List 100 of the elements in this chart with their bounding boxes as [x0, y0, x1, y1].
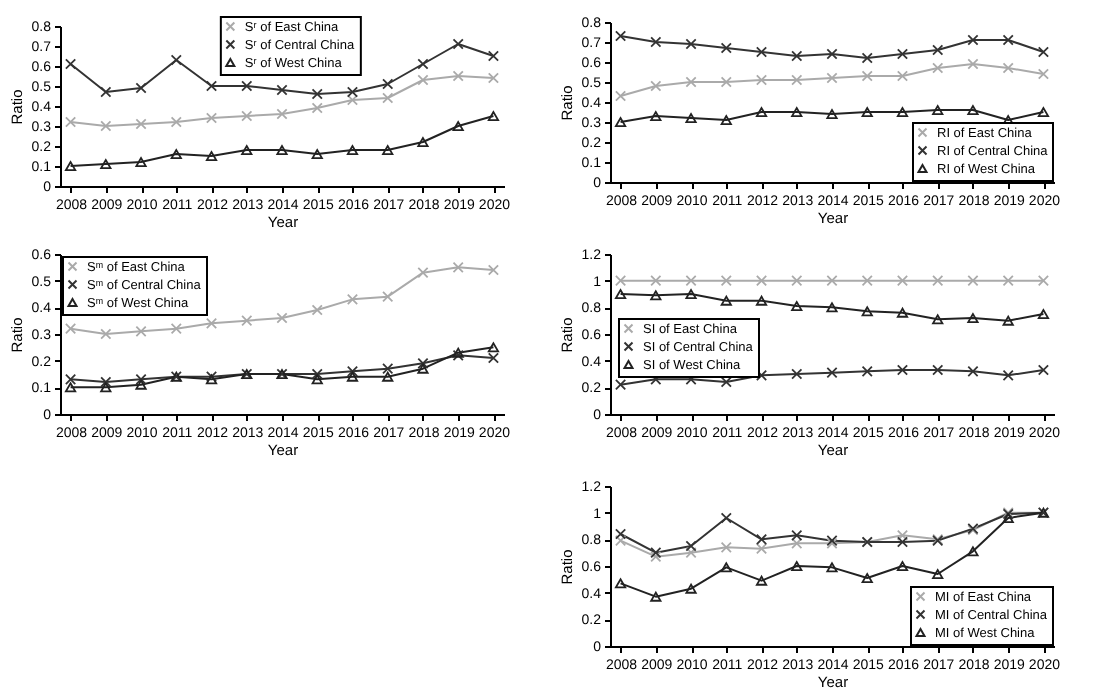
point	[1037, 364, 1050, 376]
point	[967, 58, 979, 70]
point	[614, 30, 627, 42]
point	[100, 328, 112, 340]
point	[685, 540, 697, 552]
point	[720, 541, 732, 553]
point	[685, 275, 697, 287]
point	[932, 569, 944, 579]
point	[1037, 107, 1050, 117]
point	[64, 58, 77, 70]
point	[861, 573, 873, 583]
point	[791, 107, 803, 117]
point	[1002, 275, 1014, 287]
point	[826, 302, 838, 313]
point	[382, 78, 394, 90]
point	[685, 547, 697, 559]
point	[861, 275, 873, 287]
point	[241, 80, 253, 92]
point	[1002, 513, 1014, 523]
point	[205, 151, 218, 161]
point	[135, 373, 147, 385]
point	[685, 583, 697, 594]
point	[276, 108, 288, 120]
point	[932, 314, 944, 325]
point	[720, 275, 732, 287]
point	[755, 74, 768, 86]
point	[417, 363, 429, 374]
point	[650, 80, 662, 92]
point	[791, 529, 803, 541]
point	[650, 275, 662, 287]
point	[1037, 275, 1050, 287]
point	[755, 275, 768, 287]
point	[720, 115, 732, 125]
point	[1037, 68, 1050, 80]
point	[967, 34, 979, 46]
point	[170, 54, 182, 66]
point	[614, 379, 627, 391]
point	[487, 111, 500, 121]
point	[826, 48, 838, 60]
point	[311, 304, 323, 316]
point	[896, 275, 909, 287]
point	[791, 275, 803, 287]
point	[170, 323, 182, 335]
point	[311, 149, 323, 159]
point	[382, 92, 394, 104]
point	[241, 110, 253, 122]
point	[346, 365, 359, 377]
point	[755, 295, 768, 306]
point	[755, 533, 768, 545]
point	[452, 261, 464, 273]
point	[791, 561, 803, 571]
point	[791, 537, 803, 549]
point	[932, 62, 944, 74]
point	[241, 145, 253, 155]
point	[452, 38, 464, 50]
point	[64, 323, 77, 335]
point	[896, 561, 909, 571]
point	[64, 382, 77, 393]
point	[720, 562, 732, 573]
point	[720, 42, 732, 54]
point	[826, 275, 838, 287]
point	[100, 86, 112, 98]
point	[932, 275, 944, 287]
point	[135, 379, 147, 390]
point	[311, 102, 323, 114]
point	[791, 301, 803, 311]
point	[346, 371, 359, 382]
point	[826, 72, 838, 84]
point	[826, 367, 838, 379]
point	[614, 117, 627, 127]
point	[417, 267, 429, 279]
point	[967, 313, 979, 323]
point	[241, 315, 253, 327]
point	[967, 546, 979, 557]
point	[896, 48, 909, 60]
point	[650, 591, 662, 602]
point	[276, 84, 288, 96]
point	[1037, 309, 1050, 319]
point	[896, 70, 909, 82]
point	[135, 325, 147, 337]
point	[791, 50, 803, 62]
point	[932, 364, 944, 376]
point	[614, 90, 627, 102]
point	[276, 312, 288, 324]
point	[487, 342, 500, 353]
point	[861, 365, 873, 377]
point	[311, 88, 323, 100]
point	[720, 295, 732, 306]
point	[755, 107, 768, 117]
point	[755, 543, 768, 555]
point	[650, 111, 662, 121]
point	[311, 374, 323, 385]
point	[1037, 46, 1050, 58]
point	[932, 44, 944, 56]
point	[487, 50, 500, 62]
point	[346, 145, 359, 155]
point	[346, 94, 359, 106]
point	[205, 112, 218, 124]
point	[135, 82, 147, 94]
point	[64, 116, 77, 128]
